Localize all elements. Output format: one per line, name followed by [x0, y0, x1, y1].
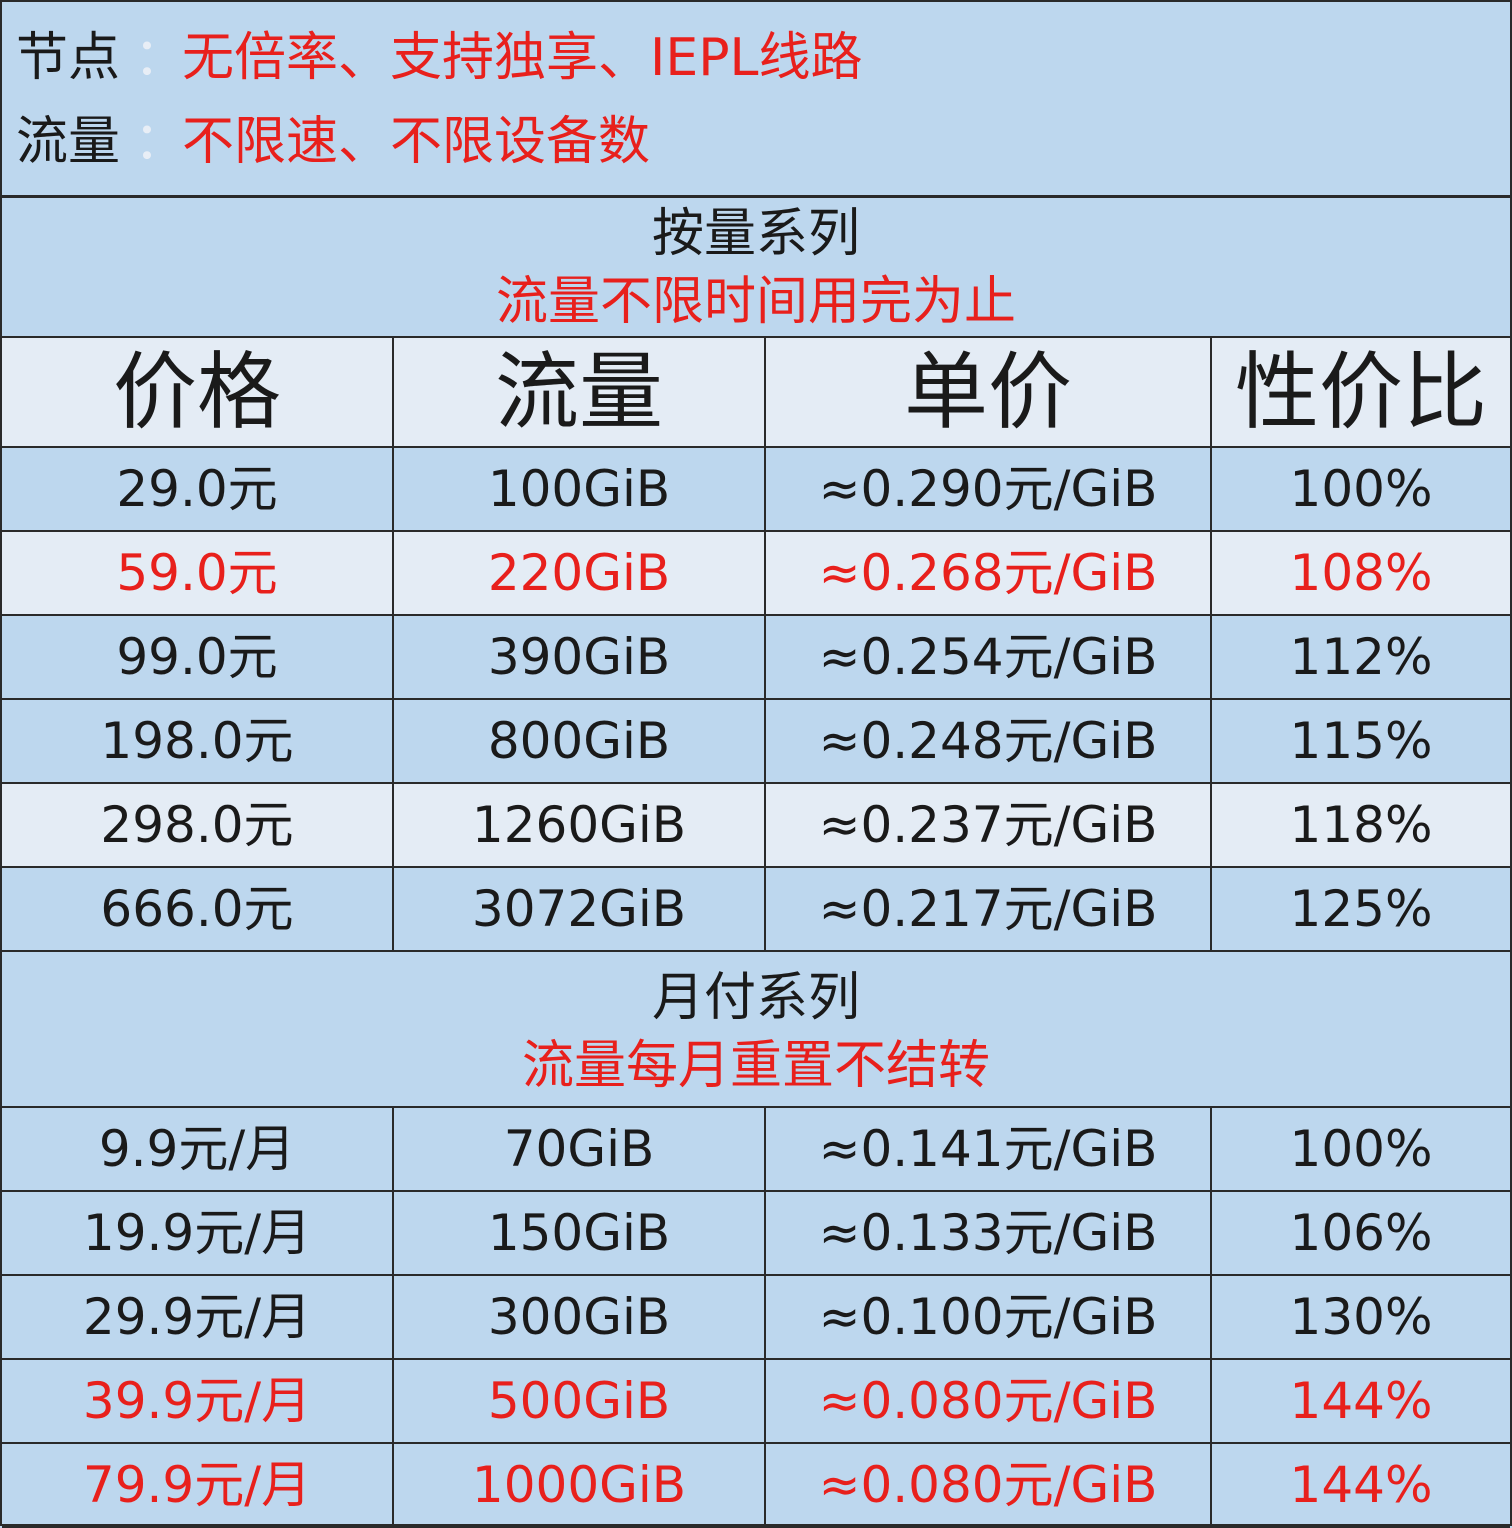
monthly-series-header: 月付系列 流量每月重置不结转 [2, 952, 1510, 1108]
value-ratio-cell: 144% [1210, 1444, 1510, 1526]
price-cell: 666.0元 [100, 880, 294, 938]
unit-price-cell: ≈0.290元/GiB [764, 448, 1210, 530]
table-row: 79.9元/月 1000GiB ≈0.080元/GiB 144% [2, 1444, 1510, 1528]
value-ratio-cell: 112% [1210, 616, 1510, 698]
traffic-cell: 390GiB [392, 616, 764, 698]
monthly-series-title: 月付系列 [651, 968, 860, 1028]
value-ratio-cell: 118% [1210, 784, 1510, 866]
table-row: 298.0元 1260GiB ≈0.237元/GiB 118% [2, 784, 1510, 868]
node-value: 无倍率、支持独享、IEPL线路 [182, 28, 863, 88]
price-cell: 79.9元/月 [82, 1456, 312, 1514]
traffic-cell: 800GiB [392, 700, 764, 782]
price-cell: 29.9元/月 [82, 1288, 312, 1346]
table-row: 29.0元 100GiB ≈0.290元/GiB 100% [2, 448, 1510, 532]
node-label: 节点 [16, 28, 121, 88]
node-info-line: 节点 ：无倍率、支持独享、IEPL线路 [16, 18, 863, 98]
unit-price-cell: ≈0.080元/GiB [764, 1360, 1210, 1442]
table-row: 19.9元/月 150GiB ≈0.133元/GiB 106% [2, 1192, 1510, 1276]
volume-series-header: 按量系列 流量不限时间用完为止 [2, 198, 1510, 338]
traffic-cell: 1000GiB [392, 1444, 764, 1526]
traffic-label: 流量 [16, 112, 121, 172]
price-cell: 29.0元 [116, 460, 278, 518]
unit-price-cell: ≈0.268元/GiB [764, 532, 1210, 614]
traffic-cell: 300GiB [392, 1276, 764, 1358]
table-row: 9.9元/月 70GiB ≈0.141元/GiB 100% [2, 1108, 1510, 1192]
volume-series-subtitle: 流量不限时间用完为止 [495, 272, 1016, 332]
table-row: 29.9元/月 300GiB ≈0.100元/GiB 130% [2, 1276, 1510, 1360]
monthly-series-subtitle: 流量每月重置不结转 [521, 1036, 990, 1096]
table-row: 99.0元 390GiB ≈0.254元/GiB 112% [2, 616, 1510, 700]
traffic-separator: ： [134, 112, 187, 172]
traffic-cell: 3072GiB [392, 868, 764, 950]
column-header-unit-price: 单价 [764, 338, 1210, 446]
table-row: 666.0元 3072GiB ≈0.217元/GiB 125% [2, 868, 1510, 952]
column-header-price: 价格 [112, 343, 281, 441]
price-cell: 19.9元/月 [82, 1204, 312, 1262]
unit-price-cell: ≈0.141元/GiB [764, 1108, 1210, 1190]
volume-series-title: 按量系列 [651, 204, 860, 264]
value-ratio-cell: 130% [1210, 1276, 1510, 1358]
table-row: 198.0元 800GiB ≈0.248元/GiB 115% [2, 700, 1510, 784]
price-cell: 9.9元/月 [98, 1120, 296, 1178]
unit-price-cell: ≈0.254元/GiB [764, 616, 1210, 698]
unit-price-cell: ≈0.133元/GiB [764, 1192, 1210, 1274]
traffic-info-line: 流量 ：不限速、不限设备数 [16, 102, 650, 182]
unit-price-cell: ≈0.080元/GiB [764, 1444, 1210, 1526]
traffic-cell: 150GiB [392, 1192, 764, 1274]
table-row: 39.9元/月 500GiB ≈0.080元/GiB 144% [2, 1360, 1510, 1444]
column-header-traffic: 流量 [392, 338, 764, 446]
price-cell: 59.0元 [116, 544, 278, 602]
value-ratio-cell: 100% [1210, 1108, 1510, 1190]
price-cell: 198.0元 [100, 712, 294, 770]
unit-price-cell: ≈0.217元/GiB [764, 868, 1210, 950]
price-cell: 39.9元/月 [82, 1372, 312, 1430]
unit-price-cell: ≈0.100元/GiB [764, 1276, 1210, 1358]
column-header-value-ratio: 性价比 [1210, 338, 1510, 446]
info-block: 节点 ：无倍率、支持独享、IEPL线路 流量 ：不限速、不限设备数 [2, 2, 1510, 198]
node-separator: ： [134, 28, 187, 88]
value-ratio-cell: 100% [1210, 448, 1510, 530]
value-ratio-cell: 115% [1210, 700, 1510, 782]
unit-price-cell: ≈0.237元/GiB [764, 784, 1210, 866]
value-ratio-cell: 106% [1210, 1192, 1510, 1274]
traffic-cell: 70GiB [392, 1108, 764, 1190]
traffic-cell: 100GiB [392, 448, 764, 530]
price-cell: 99.0元 [116, 628, 278, 686]
value-ratio-cell: 125% [1210, 868, 1510, 950]
value-ratio-cell: 108% [1210, 532, 1510, 614]
column-header-row: 价格 流量 单价 性价比 [2, 338, 1510, 448]
price-cell: 298.0元 [100, 796, 294, 854]
unit-price-cell: ≈0.248元/GiB [764, 700, 1210, 782]
traffic-value: 不限速、不限设备数 [182, 112, 651, 172]
traffic-cell: 500GiB [392, 1360, 764, 1442]
traffic-cell: 1260GiB [392, 784, 764, 866]
traffic-cell: 220GiB [392, 532, 764, 614]
value-ratio-cell: 144% [1210, 1360, 1510, 1442]
table-row: 59.0元 220GiB ≈0.268元/GiB 108% [2, 532, 1510, 616]
